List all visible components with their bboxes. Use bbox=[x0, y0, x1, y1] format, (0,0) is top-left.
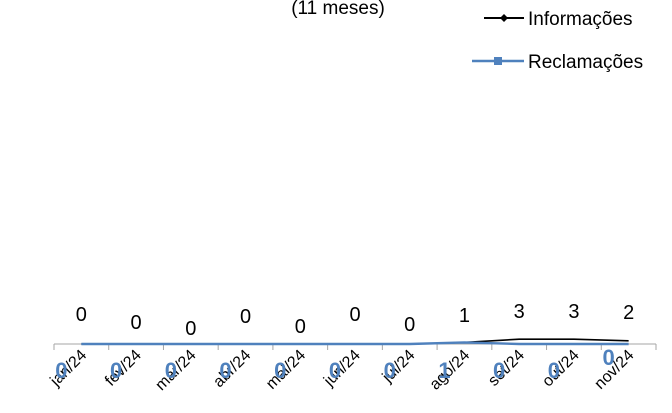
informacoes-value-label: 2 bbox=[623, 302, 634, 324]
chart-subtitle: (11 meses) bbox=[291, 0, 385, 19]
informacoes-value-label: 0 bbox=[349, 304, 360, 326]
reclamacoes-value-label: 1 bbox=[438, 358, 450, 383]
informacoes-value-label: 0 bbox=[131, 312, 142, 334]
reclamacoes-value-label: 0 bbox=[493, 358, 505, 383]
informacoes-value-label: 0 bbox=[295, 316, 306, 338]
legend-label-reclamacoes: Reclamações bbox=[528, 52, 643, 73]
category-label: out/24 bbox=[539, 347, 583, 391]
series-line-1 bbox=[81, 341, 629, 346]
informacoes-data-labels: 0 0 0 0 0 0 0 1 3 3 2 bbox=[76, 301, 634, 340]
category-label: fev/24 bbox=[102, 347, 145, 390]
reclamacoes-value-label: 0 bbox=[603, 345, 615, 370]
reclamacoes-value-label: 0 bbox=[165, 358, 177, 383]
reclamacoes-value-label: 0 bbox=[384, 358, 396, 383]
informacoes-value-label: 0 bbox=[240, 306, 251, 328]
category-label: jan/24 bbox=[47, 347, 91, 391]
series-lines bbox=[81, 338, 629, 346]
reclamacoes-value-label: 0 bbox=[274, 358, 286, 383]
legend-marker-informacoes bbox=[500, 14, 508, 22]
legend-marker-reclamacoes bbox=[494, 57, 502, 65]
informacoes-value-label: 0 bbox=[404, 314, 415, 336]
legend-label-informacoes: Informações bbox=[528, 9, 633, 30]
reclamacoes-value-label: 0 bbox=[110, 358, 122, 383]
reclamacoes-value-label: 0 bbox=[219, 358, 231, 383]
informacoes-value-label: 3 bbox=[514, 301, 525, 323]
legend: Informações Reclamações bbox=[472, 9, 643, 73]
informacoes-value-label: 0 bbox=[76, 304, 87, 326]
informacoes-value-label: 0 bbox=[185, 318, 196, 340]
informacoes-value-label: 1 bbox=[459, 305, 470, 327]
informacoes-value-label: 3 bbox=[568, 301, 579, 323]
category-label: set/24 bbox=[485, 347, 528, 390]
reclamacoes-data-labels: 0 0 0 0 0 0 0 1 0 0 0 bbox=[55, 345, 615, 383]
category-label: jun/24 bbox=[320, 347, 364, 391]
reclamacoes-value-label: 0 bbox=[55, 358, 67, 383]
reclamacoes-value-label: 0 bbox=[329, 358, 341, 383]
reclamacoes-value-label: 0 bbox=[548, 358, 560, 383]
category-label: abr/24 bbox=[210, 347, 254, 391]
